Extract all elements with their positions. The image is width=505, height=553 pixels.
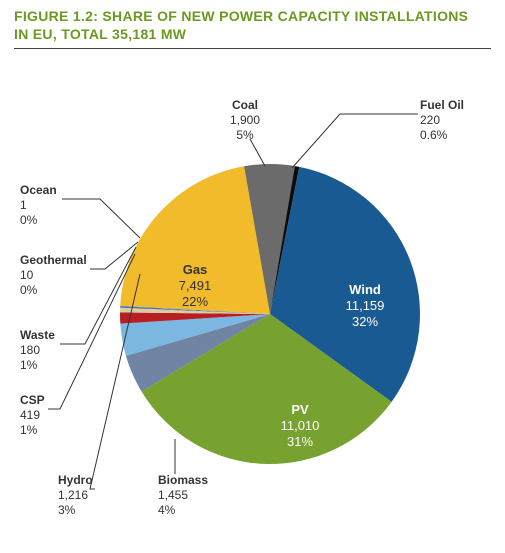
svg-text:419: 419 [20,408,40,422]
svg-text:22%: 22% [182,294,208,309]
leader-coal [250,139,265,166]
svg-text:7,491: 7,491 [179,278,212,293]
svg-text:180: 180 [20,343,40,357]
svg-text:Geothermal: Geothermal [20,253,87,267]
pie-chart: Fuel Oil2200.6%Coal1,9005%Ocean10%Geothe… [0,49,505,549]
svg-text:Hydro: Hydro [58,473,93,487]
svg-text:0.6%: 0.6% [420,128,448,142]
label-hydro: Hydro1,2163% [58,473,93,517]
svg-text:Biomass: Biomass [158,473,208,487]
svg-text:Coal: Coal [232,98,258,112]
svg-text:5%: 5% [236,128,254,142]
svg-text:11,010: 11,010 [281,418,320,433]
svg-text:31%: 31% [287,434,313,449]
svg-text:10: 10 [20,268,34,282]
svg-text:PV: PV [291,402,309,417]
svg-text:4%: 4% [158,503,176,517]
svg-text:Waste: Waste [20,328,55,342]
svg-text:3%: 3% [58,503,76,517]
figure-title-line1: FIGURE 1.2: SHARE OF NEW POWER CAPACITY … [0,0,505,26]
svg-text:1,216: 1,216 [58,488,88,502]
svg-text:1%: 1% [20,423,38,437]
label-fuel-oil: Fuel Oil2200.6% [420,98,464,142]
svg-text:32%: 32% [352,314,378,329]
svg-text:Wind: Wind [349,282,381,297]
leader-ocean [62,199,140,238]
svg-text:1,455: 1,455 [158,488,188,502]
inside-label-gas: Gas7,49122% [179,262,212,309]
svg-text:Fuel Oil: Fuel Oil [420,98,464,112]
svg-text:1,900: 1,900 [230,113,260,127]
svg-text:11,159: 11,159 [346,298,385,313]
svg-text:1%: 1% [20,358,38,372]
label-biomass: Biomass1,4554% [158,473,208,517]
svg-text:Ocean: Ocean [20,183,57,197]
label-geothermal: Geothermal100% [20,253,87,297]
label-waste: Waste1801% [20,328,55,372]
svg-text:1: 1 [20,198,27,212]
svg-text:0%: 0% [20,213,38,227]
svg-text:220: 220 [420,113,440,127]
label-ocean: Ocean10% [20,183,57,227]
svg-text:0%: 0% [20,283,38,297]
svg-text:Gas: Gas [183,262,208,277]
label-csp: CSP4191% [20,393,45,437]
leader-fuel-oil [292,114,418,168]
svg-text:CSP: CSP [20,393,45,407]
leader-hydro [90,274,140,489]
label-coal: Coal1,9005% [230,98,260,142]
figure-title-line2: IN EU, TOTAL 35,181 MW [0,26,505,44]
